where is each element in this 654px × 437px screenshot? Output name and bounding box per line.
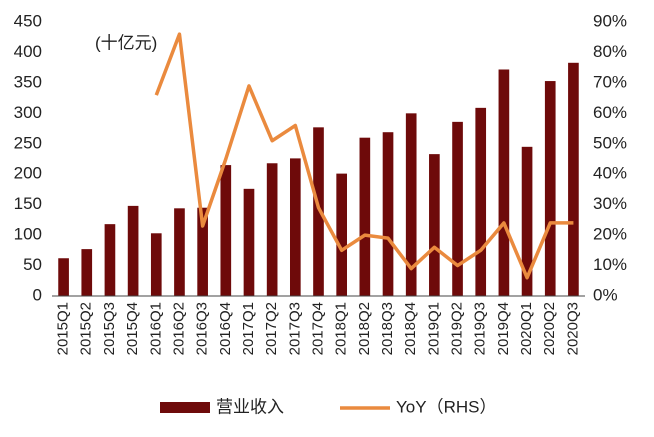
bar [429,154,440,296]
bar [127,205,139,296]
y-tick-label: 400 [14,42,42,61]
y-tick-label: 200 [14,164,42,183]
bar [266,163,278,296]
bar [475,107,487,296]
bar [289,158,301,296]
y2-tick-label: 10% [593,255,627,274]
x-tick-label: 2016Q2 [170,302,187,355]
bar [498,69,510,296]
x-tick-label: 2016Q1 [147,302,164,355]
y-tick-label: 150 [14,194,42,213]
x-tick-label: 2016Q3 [194,302,211,355]
bar [336,173,348,296]
bar [243,188,255,296]
bar [313,127,324,297]
x-tick-label: 2018Q4 [402,302,419,355]
y2-tick-label: 40% [593,164,627,183]
x-tick-label: 2019Q3 [472,302,489,355]
x-tick-label: 2019Q2 [449,302,466,355]
x-tick-label: 2018Q1 [333,302,350,355]
y-tick-label: 50 [23,255,42,274]
bar [58,258,69,296]
y2-tick-label: 20% [593,225,627,244]
bar [521,146,533,296]
bar [568,62,579,296]
x-tick-label: 2017Q4 [309,302,326,355]
x-tick-label: 2019Q4 [495,302,512,355]
x-tick-label: 2020Q2 [541,302,558,355]
bar [81,249,93,296]
x-tick-label: 2020Q1 [518,302,535,355]
x-tick-label: 2015Q4 [124,302,141,355]
x-tick-label: 2018Q2 [356,302,373,355]
y2-tick-label: 90% [593,11,627,30]
legend-label: YoY（RHS） [396,397,496,416]
y2-tick-label: 80% [593,42,627,61]
bar [220,165,232,296]
y-tick-label: 100 [14,225,42,244]
x-tick-label: 2015Q3 [101,302,118,355]
bar [174,208,185,296]
bar [452,121,463,296]
bar [405,113,417,296]
line [154,32,574,280]
y-tick-label: 250 [14,133,42,152]
x-tick-label: 2016Q4 [217,302,234,355]
x-tick-label: 2019Q1 [425,302,442,355]
y-tick-label: 450 [14,11,42,30]
x-tick-label: 2015Q1 [55,302,72,355]
x-tick-label: 2017Q1 [240,302,257,355]
y-tick-label: 300 [14,103,42,122]
x-tick-label: 2017Q3 [286,302,303,355]
x-tick-label: 2018Q3 [379,302,396,355]
bar [382,132,394,296]
y2-tick-label: 50% [593,133,627,152]
y2-tick-label: 30% [593,194,627,213]
x-tick-label: 2020Q3 [564,302,581,355]
y-tick-label: 350 [14,72,42,91]
unit-annotation: (十亿元) [95,33,157,52]
y-tick-label: 0 [33,285,42,304]
bar [104,224,116,296]
y2-tick-label: 70% [593,72,627,91]
legend-label: 营业收入 [216,397,284,416]
bar [150,233,162,296]
bar [359,137,371,296]
bar [544,81,556,296]
legend-swatch [160,402,210,413]
bar [197,207,208,296]
y2-tick-label: 0% [593,285,618,304]
y2-tick-label: 60% [593,103,627,122]
x-tick-label: 2017Q2 [263,302,280,355]
x-tick-label: 2015Q2 [78,302,95,355]
